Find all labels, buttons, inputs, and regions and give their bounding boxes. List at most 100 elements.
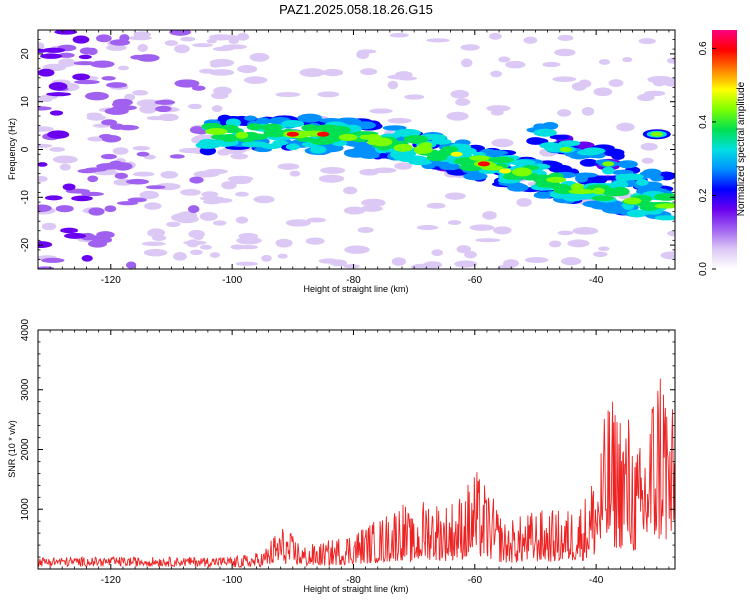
spectrogram-cell	[49, 110, 64, 116]
spectrogram-cell	[64, 232, 87, 239]
spectrogram-cell	[125, 178, 149, 185]
spectrogram-cell	[574, 174, 589, 183]
snr-axes: -120 -100 -80 -60 -40 1000 2000 3000 4000	[20, 318, 675, 586]
spectrogram-cell	[116, 201, 139, 206]
spectrogram-cell	[554, 48, 576, 57]
x-tick-label: -40	[589, 575, 604, 586]
spectrogram-cell	[253, 195, 275, 204]
spectrogram-cell	[343, 186, 358, 195]
spectrogram-cell	[101, 119, 118, 126]
spectrogram-cell	[188, 229, 205, 239]
spectrogram-cell	[188, 103, 202, 110]
spectrogram-cell	[461, 58, 473, 68]
spectrogram-cell	[652, 78, 666, 87]
spectrogram-cell	[285, 143, 300, 151]
spectrogram-cell	[493, 226, 512, 235]
colorbar: 0.0 0.2 0.4 0.6 Normalized spectral amplitu…	[698, 30, 747, 276]
spectrogram-cell	[243, 115, 257, 121]
spectrogram-cell	[557, 109, 572, 117]
spectrogram-cell	[654, 203, 675, 209]
spectrogram-cell	[144, 202, 162, 210]
spectrogram-cell	[428, 82, 444, 89]
spectrogram-cell	[71, 195, 93, 202]
spectrogram-cell	[151, 38, 168, 48]
spectrogram-cell	[47, 130, 70, 139]
spectrogram-cell	[204, 168, 228, 175]
spectrogram-cell	[498, 56, 511, 63]
spectrogram-cell	[98, 133, 114, 139]
spectrogram-cell	[238, 232, 259, 240]
spectrogram-cell	[126, 261, 137, 269]
spectrogram-cell	[199, 211, 218, 221]
spectrogram-cell	[136, 99, 162, 108]
spectrogram-cell	[210, 63, 222, 68]
spectrogram-cell	[546, 176, 567, 183]
spectrogram-cell	[237, 65, 258, 74]
spectrogram-cell	[243, 76, 268, 84]
spectrogram-cell	[360, 68, 378, 76]
spectrogram-cell	[505, 60, 526, 69]
spectrogram-cell	[489, 32, 502, 40]
spectrogram-cell	[413, 145, 427, 155]
spectrogram-cell	[524, 256, 549, 263]
spectrogram-cell	[560, 257, 582, 266]
x-tick-label: -120	[101, 575, 121, 586]
spectrogram-cell	[130, 54, 146, 60]
x-tick-label: -100	[222, 275, 242, 286]
figure-title: PAZ1.2025.058.18.26.G15	[279, 2, 433, 17]
spectrogram-cell	[104, 205, 117, 213]
spectrogram-cell	[387, 80, 399, 90]
spectrogram-cell	[356, 50, 370, 60]
spectrogram-cell	[487, 156, 515, 163]
spectrogram-cell	[581, 106, 595, 116]
spectrogram-cell	[404, 94, 425, 100]
spectrogram-cell	[174, 214, 199, 224]
spectrogram-cell	[241, 141, 269, 148]
spectrogram-cell	[41, 257, 65, 263]
spectrogram-cell	[55, 205, 74, 213]
spectrogram-cell	[208, 69, 235, 76]
spectrogram-cell	[394, 162, 413, 170]
colorbar-tick-label: 0.6	[698, 41, 709, 55]
spectrogram-cell	[60, 227, 79, 234]
spectrogram-cell	[389, 32, 409, 38]
y-tick-label: 10	[20, 96, 31, 108]
colorbar-tick-label: 0.2	[698, 188, 709, 202]
spectrogram-cell	[114, 172, 128, 180]
spectrogram-cell	[38, 241, 53, 249]
spectrogram-cell	[249, 133, 268, 140]
spectrogram-cell	[119, 34, 130, 42]
spectrogram-cell	[72, 73, 91, 81]
spectrogram-cell	[306, 217, 326, 223]
spectrogram-cell	[237, 244, 259, 250]
spectrogram-cell	[463, 172, 488, 181]
spectrogram-cell	[393, 128, 421, 138]
spectrogram-cell	[117, 124, 140, 131]
spectrogram-cell	[38, 48, 49, 53]
spectrogram-cell	[38, 162, 48, 167]
spectrogram-image	[38, 30, 675, 269]
spectrogram-cell	[227, 175, 254, 183]
spectrogram-cell	[117, 65, 129, 71]
spectrogram-cell	[361, 198, 386, 207]
spectrogram-cell	[593, 251, 608, 258]
spectrogram-cell	[343, 264, 360, 269]
spectrogram-cell	[139, 190, 160, 200]
spectrogram-cell	[552, 76, 577, 82]
spectrogram-cell	[616, 122, 635, 132]
spectrogram-cell	[357, 227, 374, 233]
spectrogram-cell	[512, 167, 533, 177]
spectrogram-blobs	[38, 30, 675, 269]
spectrogram-cell	[41, 222, 57, 231]
colorbar-label: Normalized spectral amplitude	[736, 81, 747, 216]
spectrogram-cell	[441, 145, 459, 153]
spectrogram-cell	[289, 170, 301, 177]
spectrogram-cell	[390, 100, 412, 105]
spectrogram-cell	[442, 104, 463, 111]
spectrogram-cell	[558, 140, 581, 147]
spectrogram-cell	[137, 43, 148, 52]
spectrogram-cell	[77, 168, 97, 174]
y-tick-label: 0	[20, 146, 31, 152]
spectrogram-cell	[650, 131, 663, 137]
spectrogram-cell	[361, 92, 383, 98]
